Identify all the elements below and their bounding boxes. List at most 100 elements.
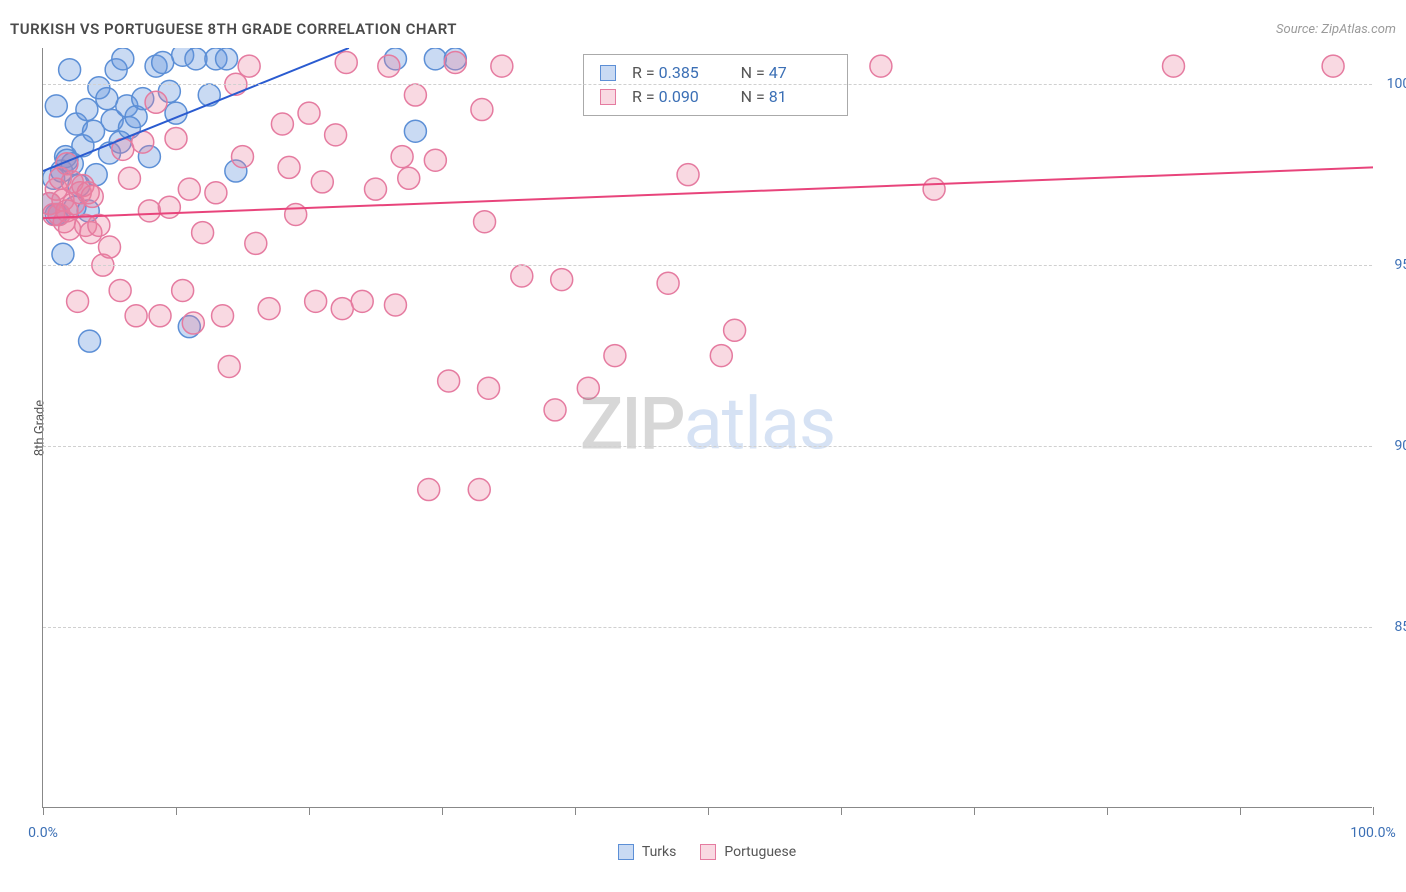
portuguese-point <box>478 377 500 399</box>
portuguese-point <box>125 305 147 327</box>
portuguese-point <box>491 55 513 77</box>
portuguese-point <box>278 156 300 178</box>
plot-area: ZIPatlas R = 0.385N = 47R = 0.090N = 81 … <box>42 48 1372 808</box>
y-tick-label: 100.0% <box>1387 76 1406 92</box>
x-tick <box>575 807 576 815</box>
legend-r-label: R = <box>632 61 655 85</box>
portuguese-point <box>418 479 440 501</box>
portuguese-point <box>138 200 160 222</box>
portuguese-point <box>285 203 307 225</box>
portuguese-point <box>351 290 373 312</box>
turks-point <box>185 48 207 70</box>
portuguese-point <box>398 167 420 189</box>
turks-point <box>59 59 81 81</box>
portuguese-point <box>577 377 599 399</box>
portuguese-point <box>724 319 746 341</box>
portuguese-point <box>444 51 466 73</box>
portuguese-point <box>325 124 347 146</box>
portuguese-point <box>245 232 267 254</box>
portuguese-point <box>298 102 320 124</box>
portuguese-point <box>212 305 234 327</box>
series-legend-label: Portuguese <box>724 844 796 860</box>
legend-row-turks: R = 0.385 N = 47 <box>600 61 831 85</box>
x-tick <box>176 807 177 815</box>
portuguese-point <box>438 370 460 392</box>
portuguese-point <box>551 269 573 291</box>
legend-swatch-icon <box>700 844 716 860</box>
portuguese-point <box>271 113 293 135</box>
turks-point <box>52 243 74 265</box>
chart-title: TURKISH VS PORTUGUESE 8TH GRADE CORRELAT… <box>10 20 457 38</box>
portuguese-point <box>468 479 490 501</box>
portuguese-point <box>109 279 131 301</box>
legend-swatch-icon <box>600 89 616 105</box>
portuguese-point <box>471 99 493 121</box>
legend-swatch-icon <box>600 65 616 81</box>
x-tick-label: 0.0% <box>28 825 58 841</box>
y-tick-label: 95.0% <box>1394 257 1406 273</box>
portuguese-point <box>158 196 180 218</box>
x-tick <box>708 807 709 815</box>
turks-point <box>198 84 220 106</box>
portuguese-point <box>511 265 533 287</box>
x-tick-label: 100.0% <box>1350 825 1395 841</box>
portuguese-point <box>178 178 200 200</box>
portuguese-point <box>149 305 171 327</box>
x-tick <box>1373 807 1374 815</box>
plot-container: 8th Grade ZIPatlas R = 0.385N = 47R = 0.… <box>42 48 1372 808</box>
legend-n-label: N = <box>741 85 765 109</box>
turks-point <box>152 51 174 73</box>
portuguese-point <box>1163 55 1185 77</box>
legend-r-value: 0.090 <box>659 85 721 109</box>
portuguese-point <box>311 171 333 193</box>
scatter-svg <box>43 48 1372 807</box>
portuguese-point <box>258 298 280 320</box>
portuguese-point <box>384 294 406 316</box>
portuguese-point <box>238 55 260 77</box>
portuguese-point <box>404 84 426 106</box>
portuguese-point <box>172 279 194 301</box>
legend-r-value: 0.385 <box>659 61 721 85</box>
turks-point <box>79 330 101 352</box>
legend-n-value: 47 <box>769 61 831 85</box>
portuguese-point <box>657 272 679 294</box>
turks-point <box>216 48 238 70</box>
gridline-h <box>43 84 1372 85</box>
legend-swatch-icon <box>618 844 634 860</box>
x-tick <box>442 807 443 815</box>
portuguese-point <box>335 51 357 73</box>
portuguese-point <box>544 399 566 421</box>
chart-source: Source: ZipAtlas.com <box>1276 22 1396 37</box>
portuguese-point <box>67 290 89 312</box>
portuguese-point <box>331 298 353 320</box>
portuguese-point <box>474 211 496 233</box>
x-tick <box>309 807 310 815</box>
turks-point <box>404 120 426 142</box>
portuguese-point <box>165 127 187 149</box>
portuguese-point <box>145 91 167 113</box>
portuguese-point <box>81 185 103 207</box>
x-tick <box>43 807 44 815</box>
portuguese-point <box>118 167 140 189</box>
x-tick <box>1107 807 1108 815</box>
gridline-h <box>43 265 1372 266</box>
legend-n-value: 81 <box>769 85 831 109</box>
portuguese-point <box>365 178 387 200</box>
portuguese-point <box>88 214 110 236</box>
legend-n-label: N = <box>741 61 765 85</box>
turks-point <box>45 95 67 117</box>
portuguese-point <box>870 55 892 77</box>
portuguese-point <box>218 355 240 377</box>
series-legend-item-portuguese: Portuguese <box>700 844 796 860</box>
portuguese-point <box>677 164 699 186</box>
x-tick <box>1240 807 1241 815</box>
gridline-h <box>43 446 1372 447</box>
turks-point <box>96 88 118 110</box>
turks-point <box>76 99 98 121</box>
portuguese-point <box>923 178 945 200</box>
series-legend-item-turks: Turks <box>618 844 677 860</box>
legend-row-portuguese: R = 0.090N = 81 <box>600 85 831 109</box>
x-tick <box>974 807 975 815</box>
series-legend-label: Turks <box>642 844 677 860</box>
portuguese-point <box>182 312 204 334</box>
